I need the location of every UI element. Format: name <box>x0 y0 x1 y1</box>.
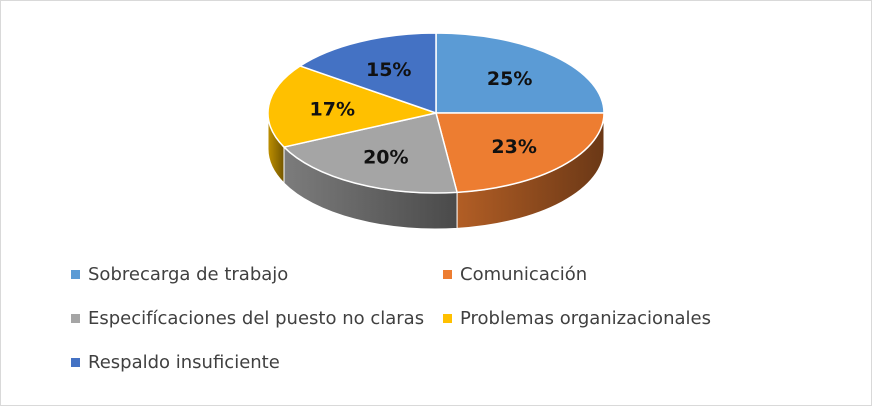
pie-slice-respaldo <box>298 32 437 115</box>
legend-label: Respaldo insuficiente <box>88 352 280 373</box>
pie-chart: 25% 23% 20% 17% 15% <box>267 32 605 230</box>
legend-item-comunicacion: Comunicación <box>443 264 587 285</box>
pie-slice-sobrecarga <box>435 32 605 114</box>
data-label-respaldo: 15% <box>366 59 411 81</box>
legend-label: Problemas organizacionales <box>460 308 711 329</box>
legend-item-problemas: Problemas organizacionales <box>443 308 711 329</box>
legend-swatch <box>443 270 452 279</box>
legend-label: Especifícaciones del puesto no claras <box>88 308 425 329</box>
data-label-comunicacion: 23% <box>491 136 536 158</box>
legend-swatch <box>443 314 452 323</box>
legend-item-sobrecarga: Sobrecarga de trabajo <box>71 264 288 285</box>
data-label-problemas: 17% <box>310 98 355 120</box>
legend-label: Comunicación <box>460 264 588 285</box>
data-label-especificaciones: 20% <box>363 146 408 168</box>
pie-tops <box>267 32 605 194</box>
pie-slice-comunicacion <box>435 112 605 194</box>
pie-slice-especificaciones <box>282 112 459 194</box>
legend-swatch <box>71 358 80 367</box>
legend-swatch <box>71 314 80 323</box>
legend-label: Sobrecarga de trabajo <box>88 264 289 285</box>
pie-labels: 25% 23% 20% 17% 15% <box>310 59 537 169</box>
legend-item-respaldo: Respaldo insuficiente <box>71 352 280 373</box>
legend-item-especificaciones: Especifícaciones del puesto no claras <box>71 308 424 329</box>
pie-slice-problemas <box>267 65 439 148</box>
data-label-sobrecarga: 25% <box>487 68 532 90</box>
legend-swatch <box>71 270 80 279</box>
